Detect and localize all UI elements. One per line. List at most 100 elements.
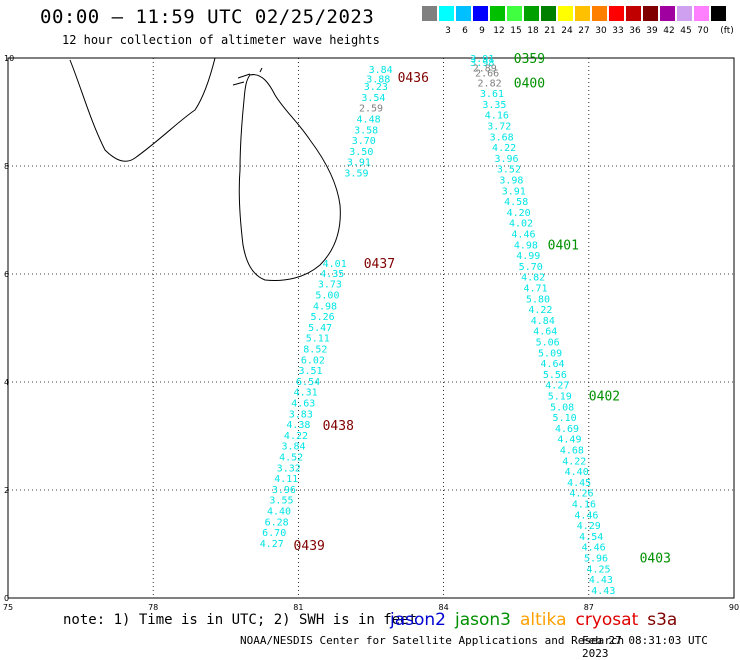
wave-height-value: 4.69 [555,424,579,435]
colorbar-label: 33 [612,26,624,36]
lat-tick-label: 4 [4,378,9,387]
palk-islands [232,67,263,86]
wave-height-value: 3.70 [352,136,376,147]
wave-height-value: 3.52 [497,165,521,176]
colorbar-label: 18 [527,26,539,36]
colorbar-swatch [541,6,556,21]
wave-height-value: 2.89 [473,64,497,75]
wave-height-value: 4.46 [574,510,598,521]
pass-time-label: 0436 [398,71,429,86]
pass-time-label: 0438 [323,419,354,434]
lat-tick-label: 8 [4,162,9,171]
lon-tick-label: 81 [293,603,303,612]
colorbar-label: 15 [510,26,522,36]
altimeter-track-east: 3.913.982.892.662.823.613.354.163.723.68… [470,52,671,597]
wave-height-value: 3.68 [490,132,514,143]
wave-height-value: 4.52 [279,453,303,464]
wave-height-value: 4.99 [516,251,540,262]
wave-height-value: 3.91 [502,186,526,197]
wave-height-value: 4.64 [533,327,557,338]
lon-tick-label: 78 [148,603,158,612]
colorbar-label: 42 [663,26,675,36]
wave-height-value: 4.82 [521,273,545,284]
wave-height-value: 4.35 [320,269,344,280]
lon-tick-label: 75 [3,603,13,612]
colorbar-swatch [575,6,590,21]
footer-credit: NOAA/NESDIS Center for Satellite Applica… [240,634,625,647]
colorbar-swatch [507,6,522,21]
pass-time-label: 0401 [548,238,579,253]
wave-height-value: 3.23 [364,82,388,93]
colorbar-swatch [677,6,692,21]
colorbar-label: 45 [680,26,692,36]
wave-height-value: 4.22 [562,456,586,467]
wave-height-value: 3.51 [298,366,322,377]
wave-height-value: 4.29 [577,521,601,532]
wave-height-value: 2.66 [475,69,499,80]
colorbar-swatch [473,6,488,21]
lat-tick-label: 0 [4,594,9,603]
wave-height-value: 4.49 [557,435,581,446]
colorbar-swatch [711,6,726,21]
wave-height-value: 5.00 [315,291,339,302]
colorbar-label: 9 [479,26,485,36]
wave-height-value: 3.54 [361,93,385,104]
wave-height-value: 5.56 [543,370,567,381]
wave-height-value: 3.61 [480,89,504,100]
colorbar-swatch [609,6,624,21]
wave-height-value: 4.16 [485,111,509,122]
wave-height-value: 4.45 [567,478,591,489]
satellite-legend: jason2 jason3 altika cryosat s3a [390,610,686,630]
wave-height-value: 4.22 [492,143,516,154]
lon-tick-label: 87 [584,603,594,612]
lat-tick-label: 2 [4,486,9,495]
chart-subtitle: 12 hour collection of altimeter wave hei… [62,33,380,47]
wave-height-value: 5.47 [308,323,332,334]
colorbar-label: 30 [595,26,607,36]
wave-height-value: 4.43 [591,586,615,597]
colorbar-swatch [456,6,471,21]
wave-height-value: 5.80 [526,294,550,305]
colorbar-swatch [422,6,437,21]
colorbar-swatch [643,6,658,21]
colorbar-swatch [490,6,505,21]
wave-height-value: 4.71 [524,284,548,295]
wave-height-value: 3.59 [344,168,368,179]
wave-height-value: 4.02 [509,219,533,230]
wave-height-value: 5.70 [519,262,543,273]
colorbar-swatch [660,6,675,21]
satellite-name-jason2: jason2 [390,610,446,630]
lat-tick-label: 10 [4,54,14,63]
wave-height-value: 3.96 [272,485,296,496]
footer-note: note: 1) Time is in UTC; 2) SWH is in fe… [63,612,418,628]
wave-height-value: 4.01 [323,259,347,270]
wave-height-value: 3.91 [347,158,371,169]
colorbar-swatch [626,6,641,21]
wave-height-value: 4.48 [357,114,381,125]
wave-height-value: 3.88 [366,75,390,86]
wave-height-value: 4.46 [511,230,535,241]
colorbar-swatch [524,6,539,21]
wave-height-value: 3.98 [499,176,523,187]
wave-height-value: 4.46 [582,543,606,554]
axis-tick-labels: 75 78 81 84 87 90 0 2 4 6 8 10 [3,54,739,612]
pass-time-label: 0439 [294,539,325,554]
wave-height-value: 3.73 [318,280,342,291]
sri-lanka-outline [238,74,341,281]
colorbar-swatch [558,6,573,21]
colorbar-label: 3 [445,26,451,36]
map-frame [7,57,735,599]
colorbar-swatch [694,6,709,21]
wave-height-value: 5.06 [536,338,560,349]
sri-lanka-coastline [69,57,341,281]
wave-height-value: 6.28 [265,517,289,528]
wave-height-value: 3.96 [494,154,518,165]
wave-height-value: 2.59 [359,104,383,115]
colorbar-label: 36 [629,26,641,36]
wave-height-value: 8.52 [303,345,327,356]
pass-time-label: 0403 [640,552,671,567]
wave-height-value: 6.54 [296,377,320,388]
wave-height-value: 4.63 [291,399,315,410]
wave-height-value: 5.19 [548,392,572,403]
wave-height-value: 4.40 [565,467,589,478]
